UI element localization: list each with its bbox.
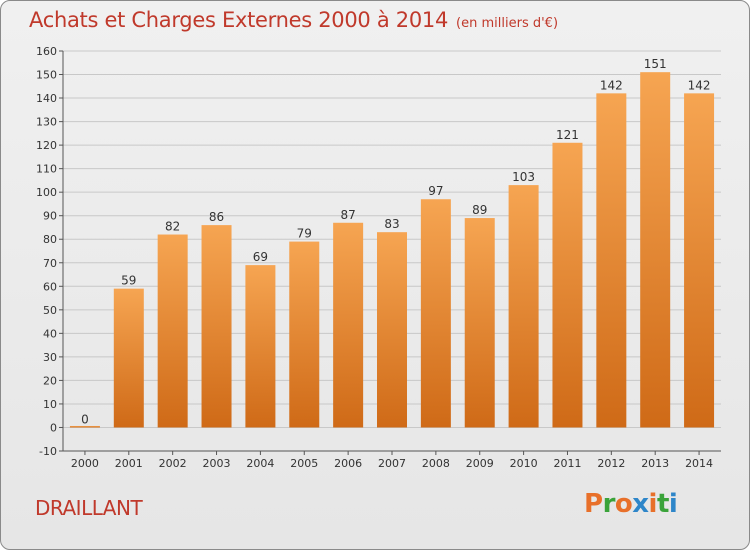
x-tick-label-2005: 2005 xyxy=(290,457,318,470)
data-label-2014: 142 xyxy=(688,78,711,92)
x-tick-label-2007: 2007 xyxy=(378,457,406,470)
x-tick-label-2006: 2006 xyxy=(334,457,362,470)
y-tick-label: 100 xyxy=(36,186,57,199)
bar-2010 xyxy=(508,185,539,428)
proxiti-logo: Proxiti xyxy=(584,489,678,519)
logo-letter: r xyxy=(602,489,616,519)
data-label-2008: 97 xyxy=(428,184,443,198)
bar-2006 xyxy=(333,222,364,428)
bar-2004 xyxy=(245,265,276,428)
bar-2013 xyxy=(640,72,671,428)
logo-letter: P xyxy=(584,489,603,519)
data-label-2003: 86 xyxy=(209,210,224,224)
chart-subtitle: (en milliers d'€) xyxy=(456,16,559,31)
x-tick-label-2009: 2009 xyxy=(466,457,494,470)
bar-2012 xyxy=(596,93,627,428)
y-tick-label: -10 xyxy=(39,445,57,458)
data-label-2001: 59 xyxy=(121,274,136,288)
x-tick-label-2000: 2000 xyxy=(71,457,99,470)
bar-2014 xyxy=(684,93,715,428)
logo-letter: t xyxy=(656,489,669,519)
y-tick-label: 110 xyxy=(36,163,57,176)
data-label-2013: 151 xyxy=(644,57,667,71)
data-label-2012: 142 xyxy=(600,78,623,92)
logo-letter: i xyxy=(648,489,658,519)
commune-name: DRAILLANT xyxy=(35,496,143,520)
y-tick-label: 80 xyxy=(43,233,57,246)
data-label-2006: 87 xyxy=(340,208,355,222)
y-tick-label: 20 xyxy=(43,374,57,387)
y-tick-label: 30 xyxy=(43,351,57,364)
data-label-2000: 0 xyxy=(81,412,89,426)
bar-2003 xyxy=(201,225,232,428)
bar-2005 xyxy=(289,241,320,428)
logo-letter: x xyxy=(632,489,649,519)
chart-title: Achats et Charges Externes 2000 à 2014 (e… xyxy=(29,8,558,32)
x-tick-label-2002: 2002 xyxy=(159,457,187,470)
logo-letter: i xyxy=(668,489,678,519)
y-tick-label: 140 xyxy=(36,92,57,105)
y-tick-label: 160 xyxy=(36,45,57,58)
y-tick-label: 90 xyxy=(43,210,57,223)
data-label-2007: 83 xyxy=(384,217,399,231)
y-tick-label: 150 xyxy=(36,69,57,82)
y-tick-label: 10 xyxy=(43,398,57,411)
bar-2000 xyxy=(69,425,100,428)
bar-2009 xyxy=(464,218,495,428)
data-label-2002: 82 xyxy=(165,220,180,234)
x-tick-label-2001: 2001 xyxy=(115,457,143,470)
x-tick-label-2010: 2010 xyxy=(510,457,538,470)
y-tick-label: 120 xyxy=(36,139,57,152)
data-label-2005: 79 xyxy=(297,227,312,241)
y-tick-label: 70 xyxy=(43,257,57,270)
x-tick-label-2008: 2008 xyxy=(422,457,450,470)
logo-letter: o xyxy=(614,489,633,519)
data-label-2011: 121 xyxy=(556,128,579,142)
bar-2011 xyxy=(552,142,583,428)
y-tick-label: 40 xyxy=(43,327,57,340)
x-tick-label-2014: 2014 xyxy=(685,457,713,470)
data-label-2009: 89 xyxy=(472,203,487,217)
x-tick-label-2003: 2003 xyxy=(203,457,231,470)
bar-2007 xyxy=(377,232,407,428)
bar-2008 xyxy=(420,199,451,428)
y-tick-label: 50 xyxy=(43,304,57,317)
bar-2002 xyxy=(157,234,188,428)
y-tick-label: 60 xyxy=(43,280,57,293)
x-tick-label-2011: 2011 xyxy=(553,457,581,470)
chart-title-text: Achats et Charges Externes 2000 à 2014 xyxy=(29,8,449,32)
y-tick-label: 0 xyxy=(50,421,57,434)
x-tick-label-2013: 2013 xyxy=(641,457,669,470)
y-tick-label: 130 xyxy=(36,116,57,129)
data-label-2010: 103 xyxy=(512,170,535,184)
x-tick-label-2004: 2004 xyxy=(246,457,274,470)
data-label-2004: 69 xyxy=(253,250,268,264)
bar-2001 xyxy=(113,288,144,428)
x-tick-label-2012: 2012 xyxy=(597,457,625,470)
